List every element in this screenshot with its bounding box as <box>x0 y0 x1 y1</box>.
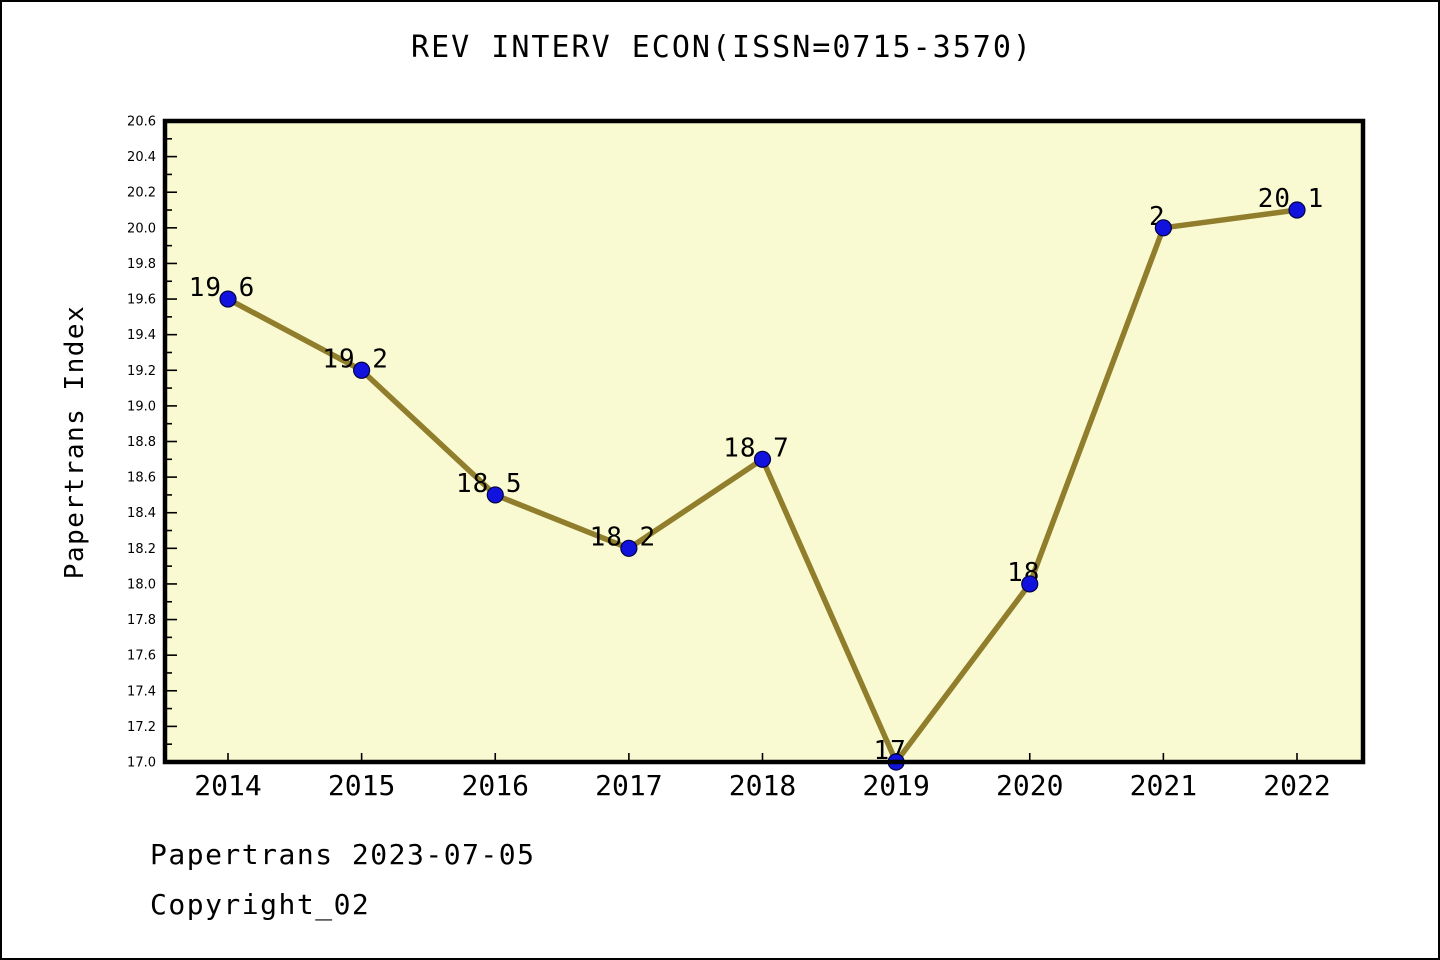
x-tick-label: 2014 <box>194 769 261 802</box>
x-tick-label: 2021 <box>1130 769 1197 802</box>
y-tick-label: 19.0 <box>127 399 156 414</box>
x-tick-label: 2020 <box>996 769 1063 802</box>
y-tick-label: 20.4 <box>127 150 156 165</box>
data-point <box>219 290 237 308</box>
y-tick-label: 19.6 <box>127 293 156 308</box>
y-tick-label: 17.0 <box>127 756 156 771</box>
data-point <box>753 450 772 468</box>
footer-date: Papertrans 2023-07-05 <box>150 838 536 871</box>
y-tick-label: 17.8 <box>127 613 156 628</box>
plot-border <box>162 118 1366 765</box>
data-point <box>353 361 371 379</box>
y-tick-label: 18.0 <box>127 577 156 592</box>
x-tick-label: 2018 <box>729 769 796 802</box>
data-point <box>486 486 504 504</box>
x-tick-label: 2022 <box>1263 769 1330 802</box>
y-tick-label: 18.8 <box>127 435 156 450</box>
y-tick-label: 18.6 <box>127 471 156 486</box>
x-tick-label: 2015 <box>328 769 395 802</box>
y-tick-label: 20.6 <box>127 115 156 130</box>
data-point <box>1288 201 1306 219</box>
y-tick-label: 20.2 <box>127 186 156 201</box>
y-tick-label: 17.4 <box>127 684 156 699</box>
x-tick-label: 2017 <box>595 769 662 802</box>
footer-copyright: Copyright_02 <box>150 888 371 921</box>
y-tick-label: 17.6 <box>127 649 156 664</box>
x-tick-label: 2019 <box>862 769 929 802</box>
chart-title: REV INTERV ECON(ISSN=0715-3570) <box>411 30 1033 65</box>
data-point <box>1021 575 1039 593</box>
y-tick-label: 19.4 <box>127 328 156 343</box>
x-tick-label: 2016 <box>462 769 529 802</box>
y-tick-label: 17.2 <box>127 720 156 735</box>
data-point <box>620 539 638 557</box>
y-tick-label: 18.2 <box>127 542 156 557</box>
data-point <box>1154 219 1172 237</box>
y-tick-label: 18.4 <box>127 506 156 521</box>
y-tick-label: 20.0 <box>127 221 156 236</box>
y-tick-label: 19.2 <box>127 364 156 379</box>
y-tick-label: 19.8 <box>127 257 156 272</box>
